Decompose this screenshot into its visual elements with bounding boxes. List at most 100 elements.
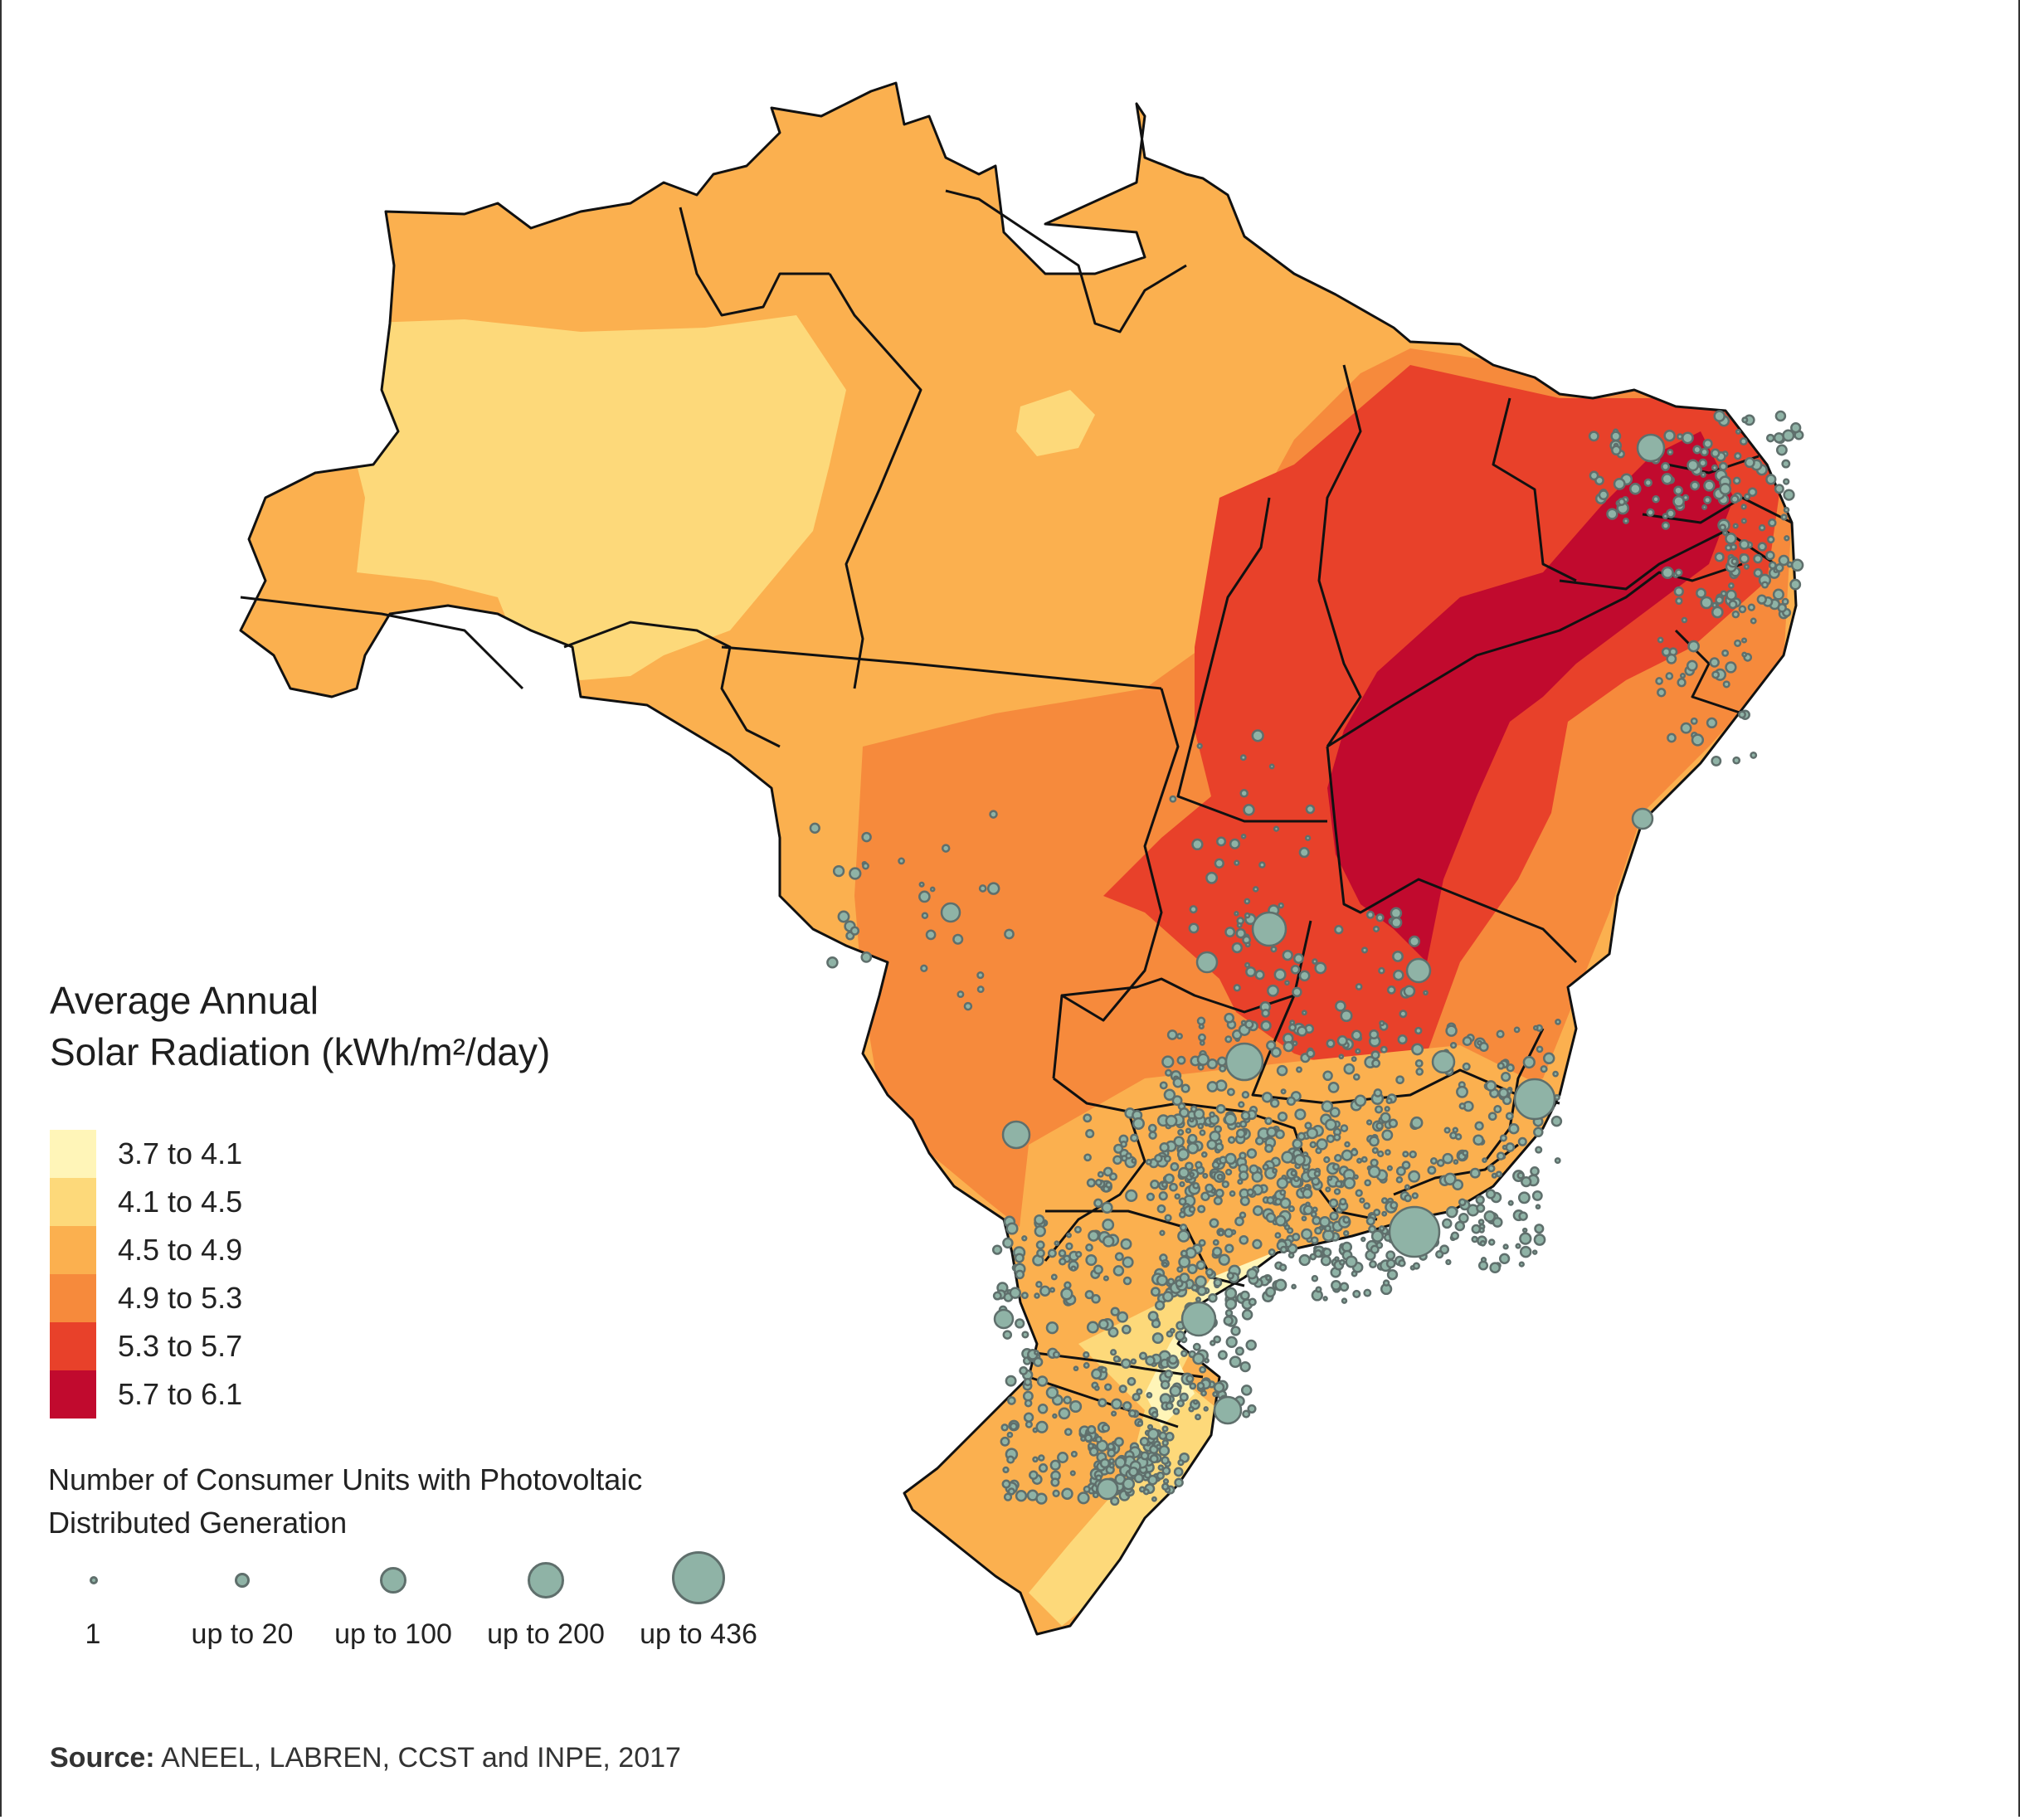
- legend-swatch: [50, 1226, 96, 1274]
- pv-dot: [1781, 597, 1789, 606]
- pv-dot: [1380, 1045, 1388, 1054]
- pv-dot: [1138, 1486, 1146, 1493]
- pv-dot: [1213, 1395, 1243, 1425]
- pv-dot: [1385, 1250, 1396, 1261]
- pv-dot: [1229, 1190, 1236, 1197]
- pv-dot: [1713, 410, 1726, 422]
- pv-dot: [1542, 1052, 1555, 1065]
- pv-dot: [1652, 495, 1660, 504]
- pv-dot: [1001, 1120, 1031, 1150]
- pv-dot: [1725, 661, 1737, 674]
- pv-dot: [1019, 1365, 1029, 1375]
- pv-dot: [1087, 1425, 1097, 1435]
- pv-dot: [1610, 431, 1622, 442]
- legend-label: 4.5 to 4.9: [118, 1233, 243, 1267]
- pv-dot: [1298, 970, 1311, 982]
- pv-dot: [1133, 1472, 1144, 1484]
- pv-dot: [1339, 1198, 1347, 1206]
- pv-dot: [1244, 942, 1251, 948]
- pv-dot: [1020, 1292, 1029, 1300]
- pv-dot: [1130, 1358, 1137, 1365]
- pv-dot: [1052, 1413, 1058, 1419]
- pv-dot: [1060, 1287, 1073, 1301]
- pv-dot: [1360, 1236, 1366, 1243]
- pv-dot: [1235, 927, 1246, 939]
- pv-dot: [1395, 1175, 1404, 1184]
- pv-dot: [1179, 1107, 1190, 1118]
- pv-dot: [1515, 1243, 1521, 1249]
- pv-dot: [1213, 1277, 1223, 1287]
- pv-dot: [1021, 1331, 1029, 1339]
- pv-dot: [1158, 1191, 1168, 1201]
- pv-dot: [1245, 1339, 1257, 1351]
- pv-legend-title-line-1: Number of Consumer Units with Photovolta…: [48, 1462, 643, 1496]
- pv-dot: [1239, 1234, 1249, 1245]
- pv-dot: [1334, 1256, 1340, 1262]
- pv-dot: [1371, 1058, 1381, 1068]
- pv-dot: [1404, 1194, 1412, 1203]
- pv-dot: [1284, 980, 1290, 986]
- border-tocantins: [1176, 497, 1327, 823]
- legend-class-6: 5.7 to 6.1: [50, 1370, 630, 1419]
- pv-dot: [1314, 1226, 1322, 1235]
- pv-dot: [1097, 1170, 1104, 1178]
- pv-dot: [1398, 1259, 1406, 1268]
- pv-dot: [1369, 1260, 1377, 1269]
- pv-dot: [1249, 1164, 1259, 1175]
- pv-dot: [1370, 1050, 1380, 1060]
- pv-dot: [1677, 678, 1687, 688]
- pv-dot: [1292, 1040, 1298, 1047]
- pv-dot: [1224, 1287, 1238, 1300]
- pv-dot: [1205, 1268, 1214, 1277]
- pv-dot: [1588, 431, 1599, 442]
- pv-dot: [1094, 1179, 1102, 1186]
- pv-dot: [1335, 1180, 1343, 1188]
- pv-dot: [1254, 1136, 1264, 1146]
- pv-dot: [1087, 1443, 1095, 1450]
- pv-dot: [1522, 1055, 1536, 1069]
- pv-dot: [1180, 1249, 1188, 1258]
- pv-dot: [1399, 1010, 1408, 1019]
- pv-dot: [1170, 1162, 1180, 1171]
- pv-dot: [1215, 1103, 1226, 1114]
- pv-dot: [1185, 1161, 1194, 1171]
- pv-dot: [1740, 637, 1748, 644]
- pv-dot: [976, 985, 985, 994]
- pv-dot: [1474, 1121, 1484, 1131]
- pv-dot: [1261, 1009, 1270, 1018]
- pv-dot: [1226, 1088, 1235, 1097]
- pv-dot: [1345, 1255, 1358, 1268]
- pv-dot: [1117, 1311, 1129, 1323]
- border-mato-grosso-east: [1052, 688, 1180, 1079]
- pv-dot: [1009, 1287, 1022, 1299]
- pv-dot: [1000, 1423, 1009, 1432]
- pv-dot: [1536, 1045, 1544, 1054]
- pv-dot: [1766, 535, 1775, 544]
- pv-dot: [1753, 568, 1763, 578]
- pv-dot: [1162, 1478, 1170, 1485]
- pv-dot: [1163, 1088, 1176, 1102]
- pv-dot: [1306, 1049, 1316, 1058]
- pv-dot: [1735, 428, 1741, 435]
- pv-dot: [1268, 1248, 1276, 1256]
- pv-dot: [1513, 1078, 1556, 1121]
- pv-dot: [1140, 1451, 1150, 1461]
- pv-dot: [1088, 1447, 1099, 1457]
- pv-dot: [1533, 1127, 1544, 1138]
- pv-dot: [1344, 1141, 1351, 1148]
- pv-dot: [1324, 1118, 1337, 1131]
- pv-dot: [1702, 438, 1713, 449]
- source-label: Source:: [50, 1742, 155, 1774]
- pv-dot: [1178, 1197, 1187, 1206]
- pv-dot: [1672, 495, 1685, 508]
- pv-dot: [1501, 1072, 1511, 1083]
- pv-dot: [1338, 1054, 1345, 1060]
- pv-dot: [1402, 1151, 1409, 1158]
- legend-label: 5.3 to 5.7: [118, 1329, 243, 1363]
- pv-dot: [1021, 1235, 1028, 1242]
- pv-dot: [1032, 1456, 1039, 1463]
- pv-dot: [832, 864, 845, 878]
- pv-dot: [1304, 1122, 1312, 1130]
- pv-dot: [1405, 957, 1432, 984]
- pv-dot: [1665, 672, 1674, 680]
